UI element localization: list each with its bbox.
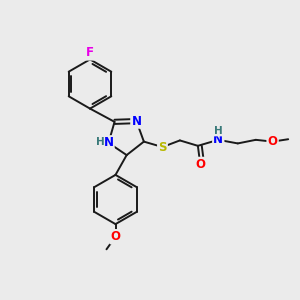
Text: N: N [131, 115, 141, 128]
Text: O: O [110, 230, 121, 243]
Text: N: N [103, 136, 113, 149]
Text: S: S [158, 140, 167, 154]
Text: O: O [268, 135, 278, 148]
Text: O: O [195, 158, 205, 171]
Text: H: H [214, 126, 223, 136]
Text: F: F [86, 46, 94, 59]
Text: N: N [213, 133, 223, 146]
Text: H: H [96, 137, 104, 147]
